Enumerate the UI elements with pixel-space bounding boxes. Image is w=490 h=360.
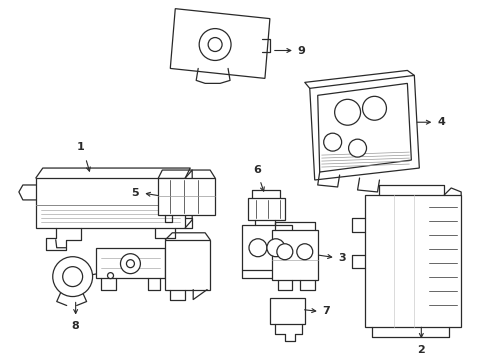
Text: 1: 1 [77, 142, 84, 152]
Text: 7: 7 [323, 306, 330, 316]
Polygon shape [310, 75, 419, 180]
Circle shape [249, 239, 267, 257]
Circle shape [297, 244, 313, 260]
Polygon shape [365, 195, 461, 328]
Circle shape [267, 239, 285, 257]
Text: 6: 6 [253, 165, 261, 175]
Polygon shape [158, 178, 215, 215]
Polygon shape [248, 198, 285, 220]
Circle shape [208, 37, 222, 51]
Text: 2: 2 [417, 345, 425, 355]
Circle shape [53, 257, 93, 297]
Circle shape [63, 267, 83, 287]
Polygon shape [165, 240, 210, 289]
Circle shape [363, 96, 387, 120]
Circle shape [277, 244, 293, 260]
Polygon shape [96, 248, 165, 278]
Circle shape [107, 273, 114, 279]
Polygon shape [171, 9, 270, 78]
Text: 9: 9 [298, 45, 306, 55]
Circle shape [324, 133, 342, 151]
Circle shape [348, 139, 367, 157]
Text: 5: 5 [131, 188, 138, 198]
Polygon shape [36, 178, 185, 228]
Circle shape [126, 260, 134, 268]
Polygon shape [272, 230, 318, 280]
Text: 3: 3 [339, 253, 346, 263]
Circle shape [335, 99, 361, 125]
Circle shape [121, 254, 141, 274]
Text: 8: 8 [72, 321, 79, 332]
Text: 4: 4 [437, 117, 445, 127]
Polygon shape [242, 225, 292, 270]
Polygon shape [270, 298, 305, 324]
Polygon shape [318, 84, 412, 172]
Circle shape [199, 28, 231, 60]
